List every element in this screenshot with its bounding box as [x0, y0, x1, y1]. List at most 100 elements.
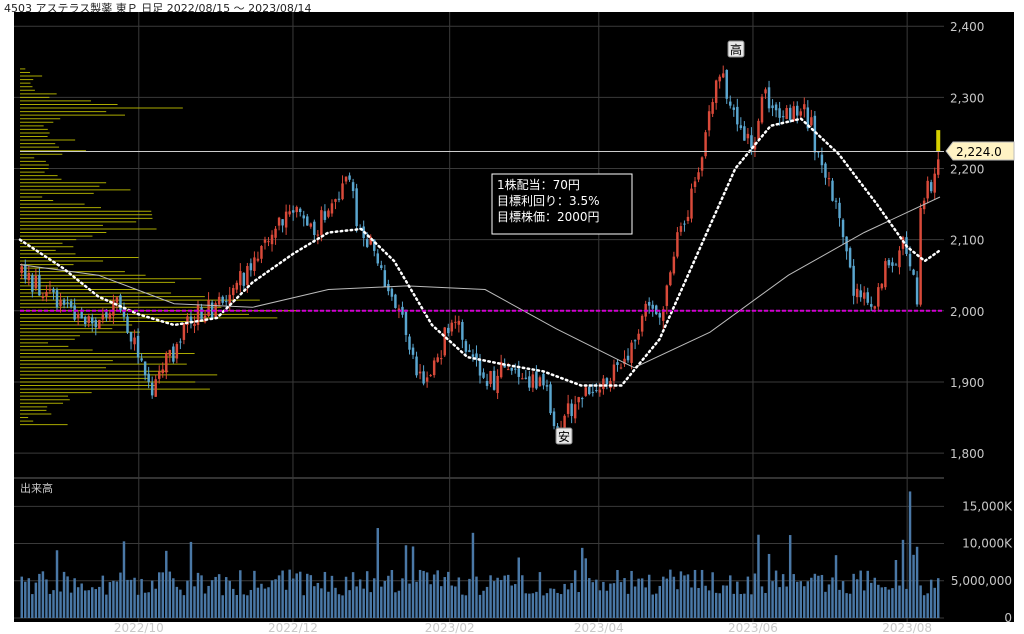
volume-bar — [150, 580, 154, 618]
volume-bar — [870, 582, 873, 618]
volume-bar — [605, 590, 609, 618]
volume-bar — [80, 583, 83, 618]
volume-bar — [887, 589, 891, 618]
candle-body — [112, 300, 115, 316]
candle-body — [633, 340, 637, 342]
candle-body — [140, 358, 143, 361]
volume-bar — [908, 491, 912, 618]
candle-body — [721, 73, 725, 78]
candle-body — [542, 373, 545, 386]
candle-body — [450, 322, 454, 332]
candle-body — [898, 250, 901, 268]
candle-body — [612, 364, 616, 381]
candle-body — [489, 371, 492, 384]
volume-bar — [186, 580, 189, 618]
volume-bar — [260, 583, 263, 618]
candle-body — [623, 358, 626, 365]
volume-bar — [182, 595, 186, 618]
volume-bar — [38, 573, 41, 618]
volume-bar — [365, 571, 369, 618]
volume-bar — [771, 581, 774, 618]
candle-body — [908, 253, 912, 267]
candle-body — [580, 398, 584, 400]
candle-body — [242, 272, 246, 286]
volume-profile-layer — [20, 68, 300, 426]
volume-bar — [232, 588, 235, 618]
candle-body — [471, 354, 475, 357]
volume-bar — [143, 592, 147, 618]
volume-bar — [679, 571, 683, 618]
candle-body — [298, 208, 302, 213]
volume-bar — [122, 541, 126, 618]
candle-body — [401, 306, 404, 315]
candle-body — [563, 415, 566, 432]
volume-bar — [514, 584, 517, 618]
candle-body — [806, 107, 810, 129]
candle-body — [394, 294, 397, 308]
volume-bar — [161, 572, 164, 618]
candle-body — [577, 397, 580, 403]
volume-bar — [810, 577, 813, 618]
x-tick-label: 2022/12 — [268, 621, 318, 634]
volume-bar — [760, 586, 764, 618]
volume-bar — [806, 581, 810, 618]
candle-body — [91, 317, 94, 324]
candle-body — [669, 272, 672, 286]
volume-bar — [207, 585, 210, 618]
candle-body — [912, 269, 915, 275]
candle-body — [697, 172, 700, 180]
volume-bar — [545, 593, 549, 618]
volume-bar — [210, 580, 214, 618]
candle-body — [764, 89, 767, 94]
last-price-tag-shape — [945, 141, 1015, 161]
volume-bar — [228, 580, 231, 618]
volume-bar — [707, 590, 711, 618]
volume-bar — [24, 581, 27, 618]
volume-bar — [394, 592, 397, 618]
candle-body — [147, 373, 150, 382]
volume-bar — [48, 593, 52, 618]
volume-bar — [411, 546, 415, 618]
candle-body — [383, 270, 387, 287]
y-tick-label: 2,200 — [950, 163, 984, 177]
volume-bar — [217, 574, 221, 618]
volume-bar — [383, 581, 387, 618]
volume-bar — [133, 577, 136, 618]
candle-body — [189, 316, 193, 324]
volume-bar — [432, 574, 436, 618]
candle-body — [788, 107, 792, 121]
candle-body — [76, 314, 80, 318]
volume-bar — [591, 582, 595, 618]
candle-body — [894, 264, 898, 266]
volume-bar — [612, 583, 616, 618]
volume-bar — [616, 570, 619, 618]
volume-bar — [147, 592, 150, 618]
candle-body — [884, 261, 887, 288]
candle-body — [66, 302, 69, 304]
candle-body — [94, 320, 98, 328]
candle-body — [619, 367, 623, 369]
volume-bar — [521, 575, 524, 618]
volume-bar — [566, 589, 570, 618]
volume-bar — [662, 576, 665, 618]
candle-body — [380, 265, 383, 268]
volume-bar — [115, 581, 119, 618]
candle-body — [217, 296, 221, 305]
volume-bar — [98, 586, 101, 618]
volume-bar — [221, 595, 224, 618]
candle-body — [640, 315, 644, 332]
candle-body — [334, 199, 337, 202]
volume-bar — [690, 587, 693, 618]
volume-bar — [750, 594, 753, 618]
y-tick-label: 2,400 — [950, 20, 984, 34]
axis-layer: 2,400 2,300 2,200 2,100 2,000 1,900 1,800 15,00… — [114, 20, 1013, 634]
volume-bar — [841, 581, 845, 618]
volume-bar — [866, 570, 869, 618]
candle-body — [658, 313, 662, 318]
volume-bar — [418, 569, 422, 618]
volume-bar — [549, 588, 552, 618]
volume-bar — [588, 578, 591, 618]
candle-body — [274, 228, 277, 238]
volume-bar — [313, 586, 316, 618]
volume-bar — [87, 590, 90, 618]
